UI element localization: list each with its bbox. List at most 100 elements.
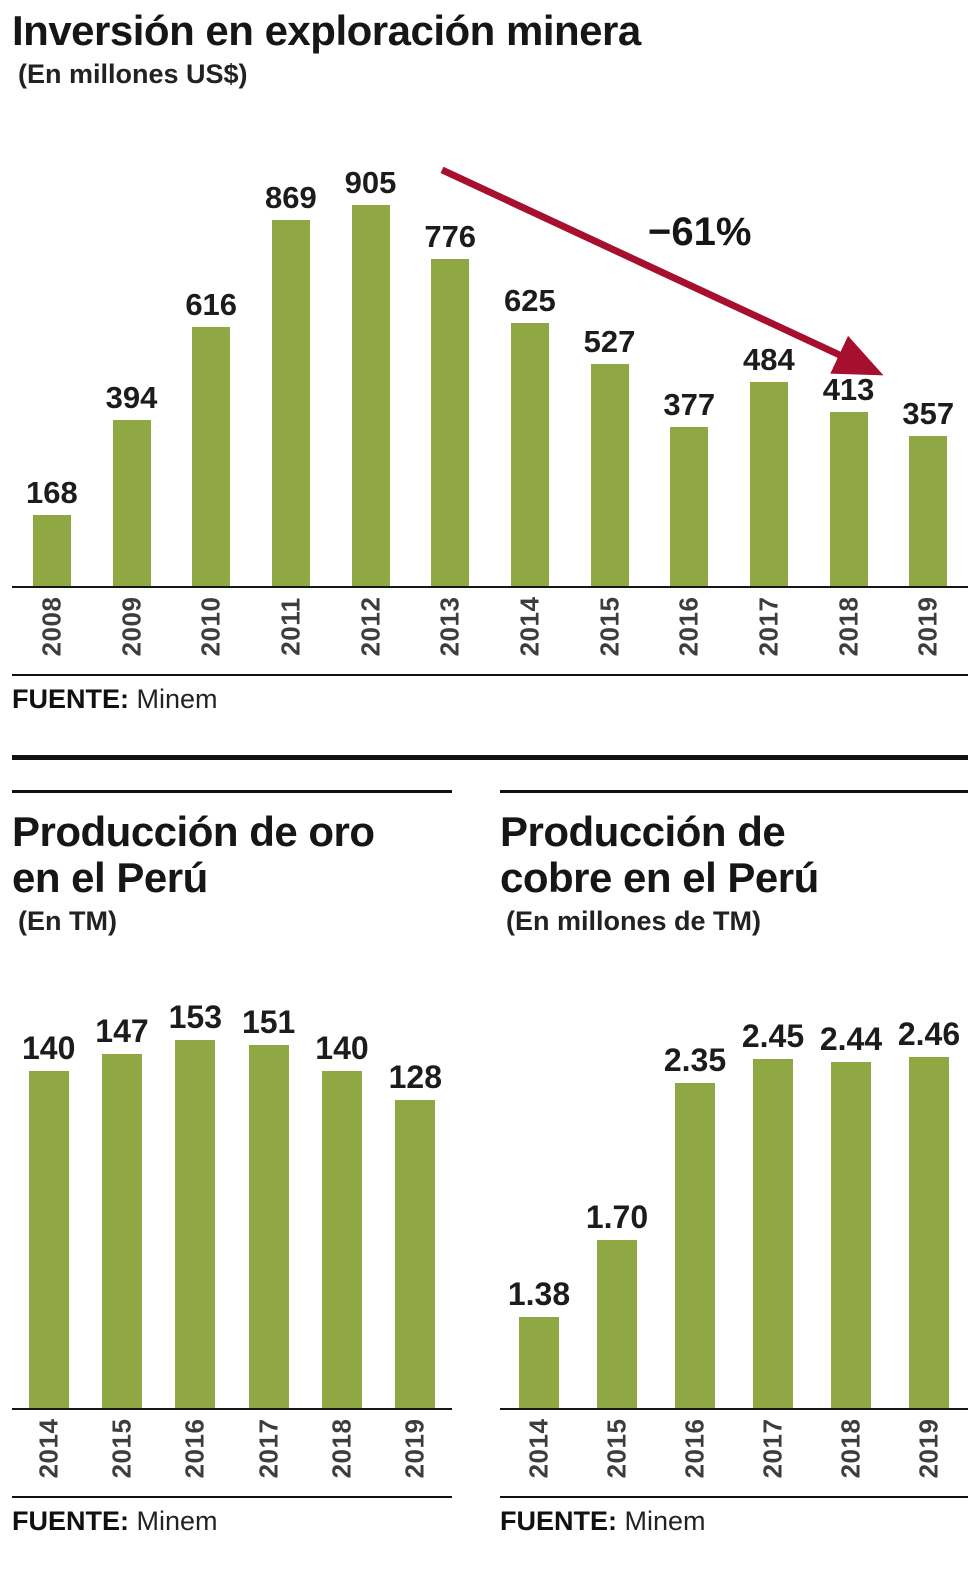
bar-column: 869: [251, 180, 331, 587]
bar-column: 147: [85, 1015, 158, 1409]
bar-value-label: 2.46: [897, 1016, 961, 1053]
bar-value-label: 905: [344, 165, 397, 201]
x-axis-label: 2017: [757, 1418, 788, 1478]
x-axis-label: 2015: [601, 1418, 632, 1478]
bar: [909, 436, 948, 587]
bar-value-label: 377: [663, 387, 716, 423]
copper-chart-plot: 1.38 1.70 2.35 2.45 2.44 2.46: [500, 981, 968, 1411]
x-axis-label: 2016: [679, 1418, 710, 1478]
bar-column: 2.45: [734, 1018, 812, 1409]
bar: [32, 515, 71, 587]
copper-x-axis: 2014 2015 2016 2017 2018 2019: [500, 1410, 968, 1486]
bar-value-label: 869: [264, 180, 317, 216]
x-axis-label: 2019: [399, 1418, 430, 1478]
x-axis-label: 2019: [913, 1418, 944, 1478]
gold-x-axis: 2014 2015 2016 2017 2018 2019: [12, 1410, 452, 1486]
infographic: Inversión en exploración minera (En mill…: [12, 8, 968, 1543]
gold-chart-subtitle: (En TM): [18, 906, 117, 937]
section-gold: Producción de oro en el Perú (En TM) 140…: [12, 790, 452, 1543]
bar-column: 905: [331, 165, 411, 587]
x-axis-label: 2010: [195, 596, 226, 657]
source-value: Minem: [624, 1506, 706, 1537]
x-axis-label: 2008: [36, 596, 67, 657]
source-value: Minem: [136, 684, 218, 715]
bar: [395, 1100, 436, 1409]
bar: [590, 364, 629, 587]
bar: [749, 382, 788, 587]
bar-column: 484: [729, 342, 809, 587]
bar-column: 527: [570, 324, 650, 587]
bar: [829, 412, 868, 587]
x-axis-label: 2018: [833, 596, 864, 657]
x-axis-label: 2016: [179, 1418, 210, 1478]
bar-value-label: 484: [743, 342, 795, 378]
bar: [271, 220, 310, 587]
bar-column: 377: [649, 387, 729, 587]
bar-value-label: 357: [902, 396, 955, 432]
x-axis-label: 2011: [275, 597, 306, 656]
bar-value-label: 168: [25, 475, 78, 511]
source-value: Minem: [136, 1506, 218, 1537]
bar-column: 151: [232, 1004, 305, 1409]
bar-column: 2.44: [812, 1021, 890, 1409]
x-axis-label: 2014: [514, 596, 545, 657]
bar: [519, 1317, 559, 1409]
bar: [112, 420, 151, 587]
x-axis-label: 2009: [116, 596, 146, 657]
exploration-source-row: FUENTE: Minem: [12, 684, 968, 721]
bar-value-label: 413: [822, 372, 875, 408]
bottom-section: Producción de oro en el Perú (En TM) 140…: [12, 790, 968, 1543]
bar: [351, 205, 390, 587]
bar-value-label: 616: [185, 287, 238, 323]
bar: [675, 1083, 715, 1409]
gold-bottom-rule: [12, 1496, 452, 1499]
bar-value-label: 2.44: [819, 1021, 883, 1058]
bar-value-label: 151: [241, 1004, 296, 1041]
bar-value-label: 625: [504, 283, 556, 319]
bar: [510, 323, 549, 587]
bar: [101, 1054, 142, 1409]
gold-chart-title: Producción de oro en el Perú: [12, 808, 375, 901]
x-axis-label: 2012: [355, 596, 386, 657]
bar-column: 625: [490, 283, 570, 587]
copper-chart-subtitle: (En millones de TM): [506, 906, 762, 937]
bar-value-label: 394: [105, 380, 158, 416]
section-exploration: Inversión en exploración minera (En mill…: [12, 8, 968, 721]
exploration-x-axis: 2008 2009 2010 2011 2012 2013 2014 2015 2016 2017…: [12, 588, 968, 664]
bar-column: 140: [305, 1030, 378, 1409]
copper-source-row: FUENTE: Minem: [500, 1506, 968, 1543]
bar-column: 776: [410, 221, 490, 587]
copper-chart-title: Producción de cobre en el Perú: [500, 808, 819, 901]
bar: [753, 1059, 793, 1409]
copper-bottom-rule: [500, 1496, 968, 1499]
x-axis-label: 2017: [753, 596, 784, 657]
bar-column: 413: [809, 372, 889, 587]
bar-column: 168: [12, 475, 92, 587]
bar-value-label: 1.70: [585, 1199, 649, 1236]
source-label: FUENTE:: [12, 684, 129, 715]
gold-source-row: FUENTE: Minem: [12, 1506, 452, 1543]
bar-value-label: 2.45: [741, 1018, 805, 1055]
x-axis-label: 2015: [594, 596, 625, 657]
exploration-chart-subtitle: (En millones US$): [18, 59, 248, 90]
bar: [670, 427, 709, 587]
x-axis-label: 2019: [912, 596, 943, 657]
source-label: FUENTE:: [500, 1506, 617, 1537]
bar: [909, 1057, 949, 1409]
bar-value-label: 140: [315, 1030, 369, 1067]
bar: [28, 1071, 69, 1409]
bar-column: 153: [159, 999, 232, 1409]
bar-column: 2.35: [656, 1044, 734, 1409]
bar-column: 357: [888, 396, 968, 587]
exploration-chart-plot: −61% 168 394 616 869 905 776 625 527 377 484 413 35…: [12, 144, 968, 589]
x-axis-label: 2013: [434, 596, 465, 657]
bar-value-label: 527: [583, 324, 636, 360]
x-axis-label: 2015: [106, 1418, 137, 1478]
x-axis-label: 2014: [523, 1418, 554, 1478]
bar: [431, 259, 470, 587]
bar-value-label: 140: [21, 1030, 76, 1067]
bar-column: 616: [171, 287, 251, 587]
section-divider: [12, 755, 968, 761]
bar-value-label: 153: [168, 999, 223, 1036]
bar: [248, 1045, 289, 1409]
